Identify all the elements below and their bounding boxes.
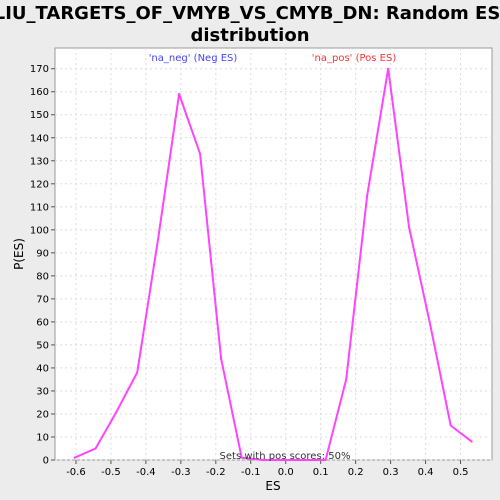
annotation-neg-es: 'na_neg' (Neg ES) (149, 53, 238, 64)
y-tick-label: 150 (30, 110, 49, 121)
y-tick-label: 140 (30, 133, 49, 144)
x-tick-label: -0.2 (206, 467, 226, 478)
data-point (261, 459, 264, 461)
y-tick-label: 120 (30, 179, 49, 190)
x-tick-label: 0.0 (278, 467, 294, 478)
x-tick-label: -0.4 (136, 467, 156, 478)
data-point (240, 456, 243, 459)
x-tick-label: -0.6 (66, 467, 86, 478)
y-tick-label: 0 (43, 456, 49, 467)
y-tick-label: 90 (36, 248, 49, 259)
data-point (199, 152, 202, 155)
y-tick-label: 100 (30, 225, 49, 236)
x-tick-label: -0.5 (101, 467, 121, 478)
series-layer (73, 67, 473, 461)
y-tick-label: 20 (36, 409, 49, 420)
x-tick-label: -0.3 (171, 467, 191, 478)
data-point (345, 378, 348, 381)
data-point (408, 226, 411, 229)
annotation-pos-es: 'na_pos' (Pos ES) (312, 53, 397, 64)
data-point (94, 447, 97, 450)
chart-title-line1: LIU_TARGETS_OF_VMYB_VS_CMYB_DN: Random E… (0, 3, 500, 24)
x-tick-label: 0.2 (348, 467, 364, 478)
y-tick-label: 40 (36, 363, 49, 374)
axes: 0 10 20 30 40 50 60 70 80 90 100 110 120 130 140 150 160… (30, 64, 469, 478)
footnote-pos-scores: Sets with pos scores: 50% (220, 451, 351, 462)
y-tick-label: 30 (36, 386, 49, 397)
x-axis-label: ES (265, 479, 280, 493)
data-point (366, 194, 369, 197)
plot-area (54, 47, 493, 461)
y-tick-label: 10 (36, 432, 49, 443)
y-tick-label: 130 (30, 156, 49, 167)
y-tick-label: 170 (30, 64, 49, 75)
data-point (178, 93, 181, 96)
x-tick-label: -0.1 (241, 467, 261, 478)
data-point (115, 410, 118, 413)
x-tick-label: 0.1 (313, 467, 329, 478)
y-tick-label: 50 (36, 340, 49, 351)
chart-title-line2: distribution (190, 25, 309, 46)
data-point (73, 456, 76, 459)
data-point (324, 459, 327, 461)
data-point (387, 67, 390, 70)
series-line (74, 67, 473, 461)
y-tick-label: 60 (36, 317, 49, 328)
data-point (136, 371, 139, 374)
data-point (282, 459, 285, 461)
x-tick-label: 0.5 (453, 467, 469, 478)
grid-lines (55, 48, 492, 461)
data-point (429, 323, 432, 326)
data-point (220, 357, 223, 360)
data-point (470, 440, 473, 443)
y-tick-label: 80 (36, 271, 49, 282)
data-point (157, 238, 160, 241)
x-tick-label: 0.4 (418, 467, 434, 478)
y-tick-label: 110 (30, 202, 49, 213)
x-tick-label: 0.3 (383, 467, 399, 478)
y-tick-label: 160 (30, 87, 49, 98)
y-tick-label: 70 (36, 294, 49, 305)
y-axis-label: P(ES) (12, 238, 26, 270)
data-point (449, 424, 452, 427)
data-point (303, 459, 306, 461)
